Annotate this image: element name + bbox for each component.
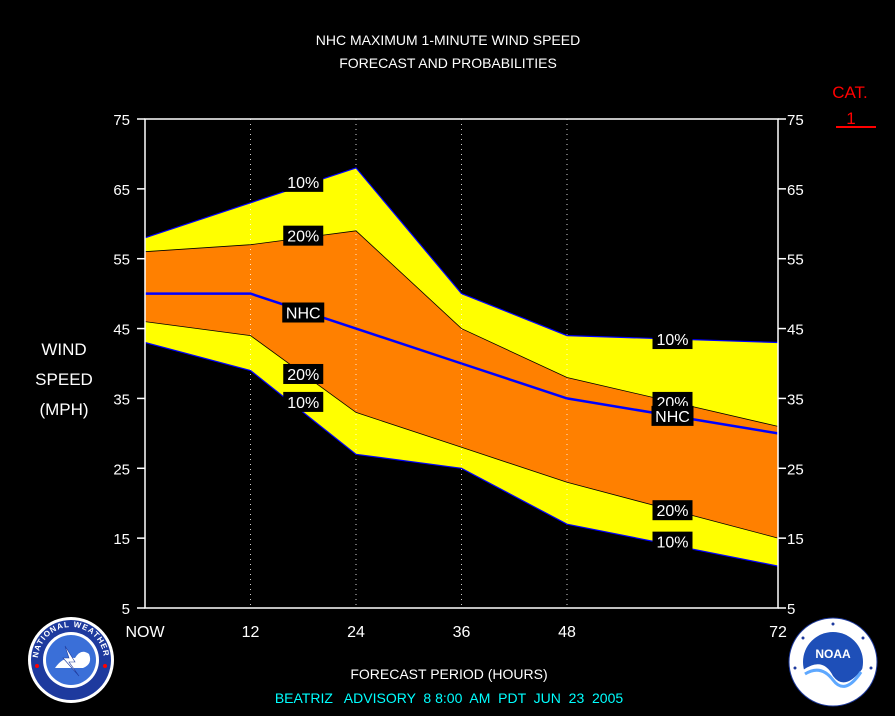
y-tick-label-right: 65	[787, 182, 804, 199]
category-marker: CAT. 1	[832, 83, 876, 128]
curve-label: NHC	[282, 302, 325, 323]
category-label: CAT.	[832, 83, 868, 102]
y-axis-label-line-2: SPEED	[35, 370, 93, 389]
curve-label-text: 20%	[287, 229, 319, 246]
y-tick-label-left: 5	[122, 601, 130, 618]
y-tick-label-left: 25	[113, 461, 130, 478]
curve-label: 20%	[283, 363, 324, 384]
curve-label-text: 10%	[656, 535, 688, 552]
x-tick-label: 12	[242, 624, 260, 641]
y-tick-label-left: 15	[113, 531, 130, 548]
curve-label: 20%	[283, 225, 324, 246]
curve-label-text: NHC	[655, 409, 690, 426]
noaa-logo-text: NOAA	[815, 647, 851, 661]
y-tick-label-left: 75	[113, 112, 130, 129]
chart-title-line-2: FORECAST AND PROBABILITIES	[339, 55, 557, 71]
y-tick-label-left: 35	[113, 391, 130, 408]
y-tick-label-right: 25	[787, 461, 804, 478]
line-lower-20	[144, 321, 779, 539]
line-upper-20	[144, 230, 779, 427]
y-tick-label-left: 65	[113, 182, 130, 199]
curve-label: NHC	[651, 405, 694, 426]
curve-label-text: 20%	[287, 367, 319, 384]
y-tick-label-right: 35	[787, 391, 804, 408]
curve-label: 10%	[652, 329, 693, 350]
y-tick-label-right: 5	[787, 601, 795, 618]
y-tick-label-right: 55	[787, 252, 804, 269]
curve-label-box	[652, 329, 693, 350]
line-nhc-forecast	[145, 292, 779, 435]
x-tick-label: 48	[558, 624, 576, 641]
curve-label-box	[652, 500, 693, 521]
chart-title-line-1: NHC MAXIMUM 1-MINUTE WIND SPEED	[316, 32, 580, 48]
x-tick-label: 72	[769, 624, 787, 641]
line-lower-10	[144, 341, 779, 567]
x-axis-label: FORECAST PERIOD (HOURS)	[350, 666, 547, 682]
y-axis-label-line-1: WIND	[41, 340, 86, 359]
x-tick-label: 36	[453, 624, 471, 641]
curve-label: 10%	[283, 171, 324, 192]
x-tick-label: 24	[347, 624, 365, 641]
curve-label-box	[283, 391, 324, 412]
curve-label-box	[652, 531, 693, 552]
curve-label: 20%	[652, 500, 693, 521]
noaa-logo-icon: NOAA	[788, 617, 878, 707]
curve-label-box	[283, 171, 324, 192]
y-axis-label-line-3: (MPH)	[39, 400, 88, 419]
curve-label-text: 10%	[287, 395, 319, 412]
plot-frame	[144, 118, 779, 609]
y-tick-label-right: 75	[787, 112, 804, 129]
curve-label-text: NHC	[286, 306, 321, 323]
curve-label-text: 20%	[656, 503, 688, 520]
category-value: 1	[846, 109, 855, 128]
curve-label-box	[283, 225, 324, 246]
x-tick-label: NOW	[125, 624, 165, 641]
curve-label: 10%	[652, 531, 693, 552]
curve-label: 10%	[283, 391, 324, 412]
nws-logo-icon: NATIONAL WEATHER SERVICE	[28, 617, 114, 703]
advisory-subtitle: BEATRIZ ADVISORY 8 8:00 AM PDT JUN 23 20…	[275, 690, 624, 706]
y-tick-label-left: 55	[113, 252, 130, 269]
curve-label-box	[282, 302, 325, 323]
curve-label-box	[283, 363, 324, 384]
line-upper-10	[144, 167, 779, 344]
y-tick-label-right: 15	[787, 531, 804, 548]
y-tick-label-left: 45	[113, 322, 130, 339]
curve-label-box	[651, 405, 694, 426]
y-tick-label-right: 45	[787, 322, 804, 339]
curve-label-text: 10%	[656, 332, 688, 349]
curve-label-text: 10%	[287, 175, 319, 192]
